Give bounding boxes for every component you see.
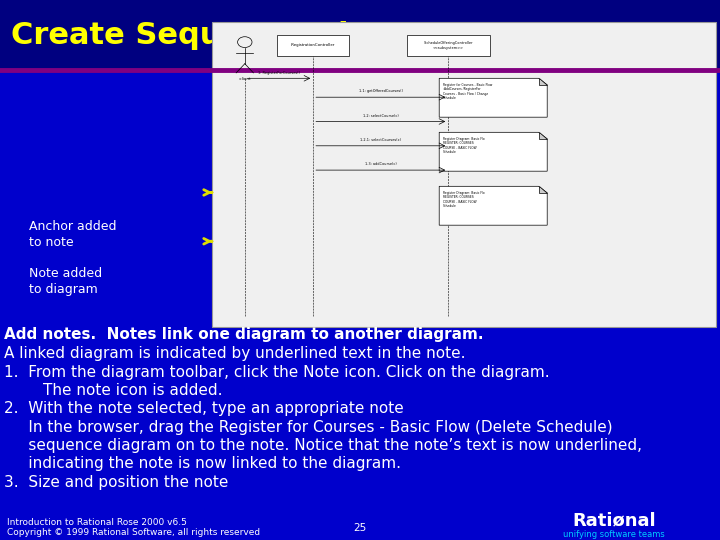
Text: 1.2.1: selectCourses(c): 1.2.1: selectCourses(c) — [360, 138, 401, 142]
Bar — [407, 35, 490, 56]
Polygon shape — [439, 78, 547, 117]
Text: :RegistrationController: :RegistrationController — [291, 43, 336, 48]
Text: Anchor added
to note: Anchor added to note — [29, 220, 117, 249]
Text: 2.  With the note selected, type an appropriate note: 2. With the note selected, type an appro… — [4, 401, 403, 416]
Text: Ratiønal: Ratiønal — [572, 512, 656, 530]
Text: A linked diagram is indicated by underlined text in the note.: A linked diagram is indicated by underli… — [4, 346, 465, 361]
Polygon shape — [539, 186, 547, 193]
Bar — [277, 35, 349, 56]
Text: Create Sequence Diagram: Create Sequence Diagram — [11, 21, 458, 50]
Text: :ScheduleOfferingController
<<subsystem>>: :ScheduleOfferingController <<subsystem>… — [423, 41, 473, 50]
Bar — [0, 70, 720, 540]
Text: Introduction to Rational Rose 2000 v6.5: Introduction to Rational Rose 2000 v6.5 — [7, 518, 187, 528]
Text: 1.3: addCourse(c): 1.3: addCourse(c) — [365, 163, 397, 166]
Text: The note icon is added.: The note icon is added. — [4, 383, 222, 398]
Text: Add notes.  Notes link one diagram to another diagram.: Add notes. Notes link one diagram to ano… — [4, 327, 483, 342]
Text: sequence diagram on to the note. Notice that the note’s text is now underlined,: sequence diagram on to the note. Notice … — [4, 438, 642, 453]
Text: Copyright © 1999 Rational Software, all rights reserved: Copyright © 1999 Rational Software, all … — [7, 528, 261, 537]
Text: Register Diagram: Basic Flo
REGISTER: COURSES
COURSE - BASIC FLOW
Schedule: Register Diagram: Basic Flo REGISTER: CO… — [443, 137, 485, 154]
Polygon shape — [439, 132, 547, 171]
Text: Note added
to diagram: Note added to diagram — [29, 267, 102, 296]
Polygon shape — [439, 186, 547, 225]
Text: 1.2: selectCourse(c): 1.2: selectCourse(c) — [363, 114, 399, 118]
Text: 1.  From the diagram toolbar, click the Note icon. Click on the diagram.: 1. From the diagram toolbar, click the N… — [4, 364, 549, 380]
Text: unifying software teams: unifying software teams — [563, 530, 665, 539]
Text: 1: RegisterForCourses(): 1: RegisterForCourses() — [258, 71, 300, 75]
Text: 25: 25 — [354, 523, 366, 534]
Text: In the browser, drag the Register for Courses - Basic Flow (Delete Schedule): In the browser, drag the Register for Co… — [4, 420, 612, 435]
Text: :client: :client — [238, 77, 251, 80]
Text: 3.  Size and position the note: 3. Size and position the note — [4, 475, 228, 490]
Bar — [212, 22, 716, 327]
Bar — [0, 0, 720, 70]
Text: Register for Courses - Basic Flow
:AddCourses /RegisterFor
Courses - Basic Flow : Register for Courses - Basic Flow :AddCo… — [443, 83, 492, 100]
Polygon shape — [539, 132, 547, 139]
Polygon shape — [539, 78, 547, 85]
Text: Register Diagram: Basic Flo
REGISTER: COURSES
COURSE - BASIC FLOW
Schedule: Register Diagram: Basic Flo REGISTER: CO… — [443, 191, 485, 208]
Text: indicating the note is now linked to the diagram.: indicating the note is now linked to the… — [4, 456, 400, 471]
Text: 1.1: getOfferedCourses(): 1.1: getOfferedCourses() — [359, 90, 402, 93]
